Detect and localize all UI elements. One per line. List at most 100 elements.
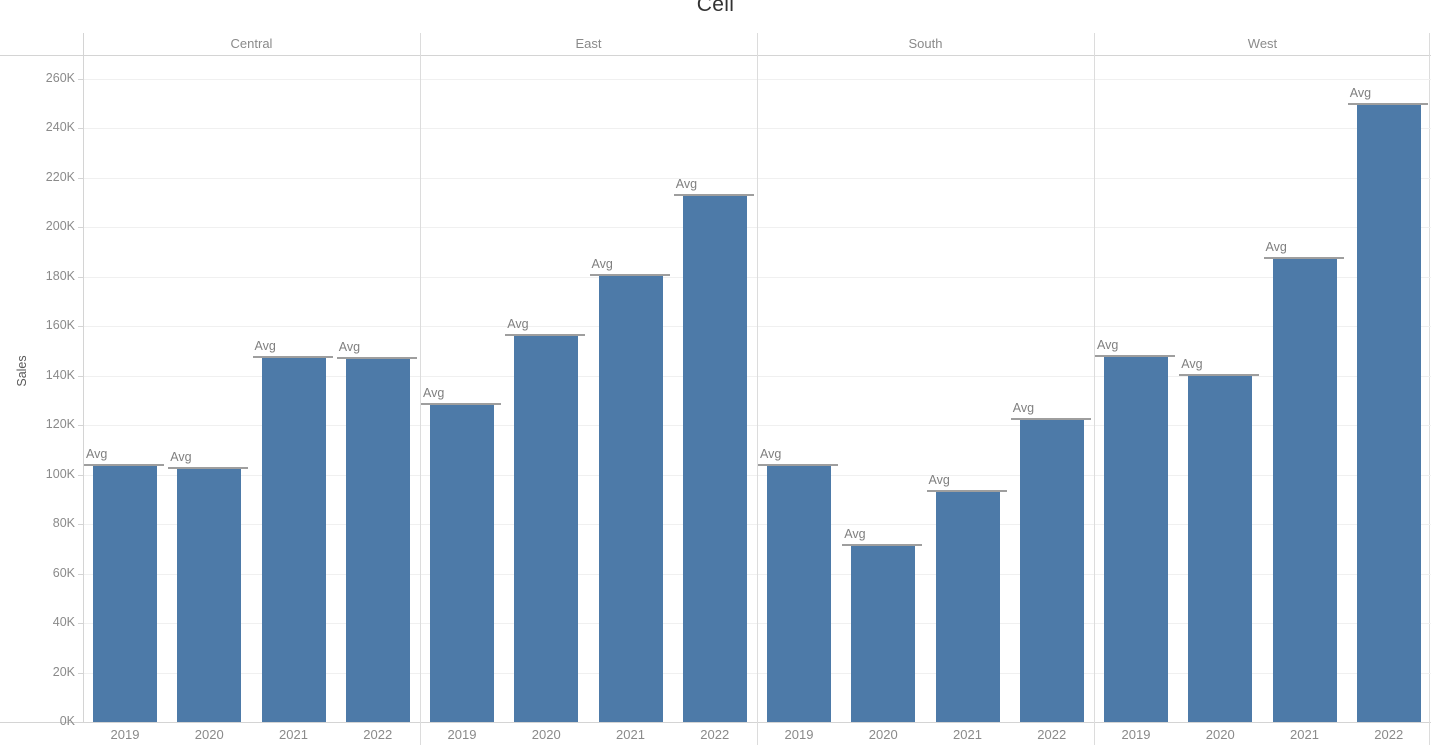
bar-east-2019[interactable] [430,403,494,722]
y-tick-mark-60K [78,573,83,575]
y-tick-mark-160K [78,326,83,328]
x-label-central-2021: 2021 [279,727,308,742]
avg-reference-label-central-2019: Avg [86,447,108,462]
region-header-west: West [1247,36,1278,51]
bar-south-2020[interactable] [851,544,916,722]
avg-reference-line-central-2020 [168,466,249,469]
y-tick-label-20K: 20K [52,664,75,679]
bar-central-2020[interactable] [177,467,242,722]
avg-reference-label-east-2020: Avg [507,317,529,332]
x-label-east-2020: 2020 [531,727,561,742]
panel-divider-1 [420,33,421,745]
avg-reference-label-east-2021: Avg [591,257,613,272]
chart-title: Cell [696,0,735,16]
y-tick-label-160K: 160K [45,318,75,333]
avg-reference-label-south-2020: Avg [844,526,866,541]
avg-reference-label-south-2021: Avg [928,472,950,487]
bar-central-2022[interactable] [345,358,410,722]
y-tick-mark-240K [78,128,83,130]
avg-reference-line-west-2021 [1263,257,1344,260]
avg-reference-label-west-2022: Avg [1349,86,1372,101]
avg-reference-label-east-2022: Avg [675,177,698,191]
avg-reference-label-east-2019: Avg [423,385,445,400]
bar-east-2021[interactable] [598,275,663,722]
y-tick-label-240K: 240K [45,120,75,135]
y-tick-mark-260K [78,79,83,81]
y-tick-mark-100K [78,474,83,476]
region-header-south: South [908,36,943,51]
avg-reference-line-east-2019 [421,402,501,405]
y-tick-label-180K: 180K [45,268,75,283]
region-header-east: East [575,36,602,51]
x-label-central-2019: 2019 [110,727,140,742]
avg-reference-label-west-2021: Avg [1265,240,1287,255]
avg-reference-line-east-2022 [673,194,754,196]
bar-central-2019[interactable] [93,465,157,722]
y-tick-mark-0K [78,722,83,723]
plot-right-border [1429,33,1430,745]
bar-west-2020[interactable] [1188,375,1253,722]
avg-reference-line-south-2019 [758,464,838,467]
x-label-south-2021: 2021 [953,727,982,742]
y-tick-label-80K: 80K [52,516,75,531]
bar-south-2019[interactable] [767,465,831,722]
y-tick-label-60K: 60K [52,565,75,580]
y-tick-mark-40K [78,623,83,625]
x-label-central-2020: 2020 [194,727,224,742]
y-tick-mark-180K [78,276,83,278]
bar-east-2020[interactable] [514,335,579,722]
y-tick-label-220K: 220K [45,169,75,184]
x-label-east-2021: 2021 [616,727,645,742]
y-tick-label-200K: 200K [45,219,75,234]
y-tick-mark-140K [78,375,83,377]
bar-south-2022[interactable] [1019,419,1084,722]
y-tick-mark-20K [78,672,83,674]
y-tick-mark-120K [78,425,83,427]
avg-reference-line-west-2022 [1347,103,1428,106]
region-header-central: Central [230,36,273,51]
avg-reference-line-south-2020 [842,543,923,546]
avg-reference-line-west-2020 [1179,374,1260,377]
y-axis-line [83,33,84,722]
x-label-west-2021: 2021 [1290,727,1319,742]
x-label-central-2022: 2022 [363,727,393,742]
bar-west-2022[interactable] [1356,104,1421,722]
panel-divider-2 [757,33,758,745]
avg-reference-label-central-2021: Avg [254,339,276,354]
x-label-east-2022: 2022 [700,727,730,742]
bar-central-2021[interactable] [261,357,326,722]
avg-reference-line-east-2021 [589,274,670,277]
x-label-south-2020: 2020 [868,727,898,742]
y-tick-label-0K: 0K [59,714,75,728]
x-axis-line [0,722,1431,723]
avg-reference-label-central-2022: Avg [338,340,361,355]
avg-reference-line-east-2020 [505,334,586,337]
y-tick-label-100K: 100K [45,466,75,481]
x-label-west-2022: 2022 [1374,727,1404,742]
avg-reference-line-west-2019 [1095,355,1175,358]
y-tick-label-40K: 40K [52,615,75,630]
avg-reference-label-south-2022: Avg [1012,401,1035,416]
y-tick-label-120K: 120K [45,417,75,432]
bar-east-2022[interactable] [682,195,747,722]
y-tick-mark-220K [78,177,83,179]
avg-reference-label-west-2019: Avg [1097,338,1119,353]
bar-west-2019[interactable] [1104,356,1168,722]
bar-south-2021[interactable] [935,490,1000,722]
avg-reference-label-south-2019: Avg [760,447,782,462]
avg-reference-line-central-2019 [84,464,164,467]
x-label-east-2019: 2019 [447,727,477,742]
header-divider-line [0,55,1431,56]
avg-reference-line-central-2022 [336,357,417,360]
avg-reference-label-west-2020: Avg [1181,357,1203,372]
y-tick-mark-200K [78,227,83,229]
y-tick-label-140K: 140K [45,367,75,382]
x-label-west-2019: 2019 [1121,727,1151,742]
x-label-south-2022: 2022 [1037,727,1067,742]
avg-reference-line-central-2021 [252,356,333,359]
avg-reference-line-south-2021 [926,489,1007,492]
x-label-south-2019: 2019 [784,727,814,742]
bar-west-2021[interactable] [1272,258,1337,722]
x-label-west-2020: 2020 [1205,727,1235,742]
